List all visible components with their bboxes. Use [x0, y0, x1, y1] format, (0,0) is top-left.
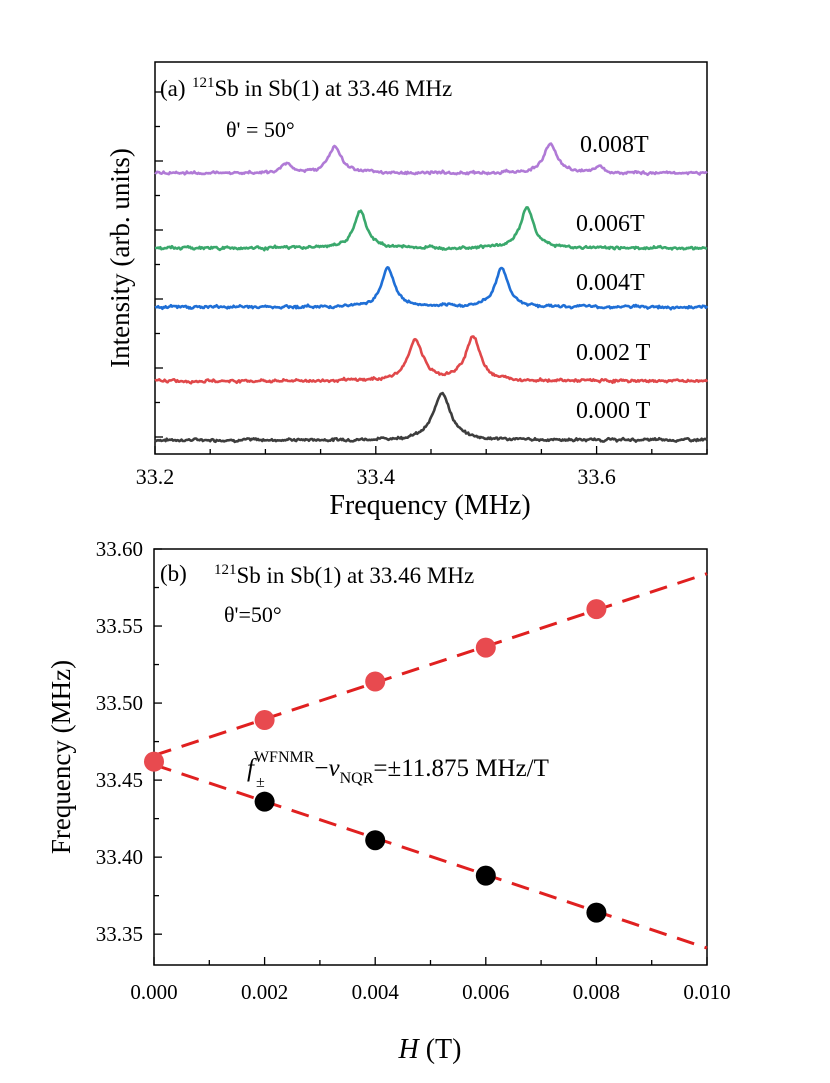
y-tick-label: 33.60	[96, 537, 143, 561]
series-label-0.002: 0.002 T	[576, 340, 651, 366]
panel-a-traces	[154, 142, 709, 444]
x-tick-label: 0.000	[130, 980, 177, 1004]
lower-data-point	[475, 865, 496, 886]
panel-b-points	[144, 599, 607, 923]
lower-data-point	[365, 830, 386, 851]
panel-a-y-axis-label: Intensity (arb. units)	[105, 148, 135, 368]
series-label-0.006: 0.006T	[576, 211, 645, 237]
panel-a-x-axis: 33.2 33.4 33.6	[136, 446, 708, 489]
x-tick-label: 33.2	[136, 464, 175, 489]
spectrum-trace	[154, 391, 708, 444]
upper-data-point	[365, 671, 386, 692]
x-tick-label: 0.004	[352, 980, 400, 1004]
panel-b-x-axis-label-unit: (T)	[419, 1034, 462, 1065]
upper-data-point	[254, 710, 275, 731]
panel-b-title-main: Sb in Sb(1) at 33.46 MHz	[237, 563, 475, 588]
y-tick-label: 33.45	[96, 768, 143, 792]
panel-a-title-main: Sb in Sb(1) at 33.46 MHz	[215, 76, 453, 101]
panel-b-title: 121Sb in Sb(1) at 33.46 MHz	[214, 562, 474, 588]
annotation-minus: −	[314, 755, 328, 782]
y-tick-label: 33.50	[96, 691, 143, 715]
series-label-0.008: 0.008T	[580, 132, 649, 158]
panel-a-angle-label: θ' = 50°	[226, 117, 295, 142]
panel-a: 33.2 33.4 33.6 (a) 121Sb in Sb(1) at 33.46…	[105, 61, 709, 521]
panel-b-angle-label: θ'=50°	[224, 602, 282, 627]
spectrum-trace	[154, 206, 708, 252]
x-tick-label: 0.008	[573, 980, 620, 1004]
spectrum-trace	[154, 142, 708, 177]
panel-a-label: (a)	[160, 76, 186, 101]
annotation-rest: =±11.875 MHz/T	[373, 755, 549, 782]
lower-data-point	[254, 791, 275, 812]
y-tick-label: 33.35	[96, 922, 143, 946]
upper-data-point	[586, 599, 607, 620]
annotation-nu: ν	[329, 755, 341, 782]
annotation-f-sup: WFNMR	[254, 749, 315, 766]
spectrum-trace	[154, 335, 709, 385]
x-tick-label: 0.010	[683, 980, 730, 1004]
upper-data-point	[144, 751, 164, 772]
panel-b-title-isotope: 121	[214, 562, 237, 578]
x-tick-label: 33.6	[577, 464, 616, 489]
upper-fit-line	[153, 572, 708, 757]
panel-b-fit-lines	[153, 572, 708, 950]
panel-b-x-axis: 0.000 0.002 0.004 0.006 0.008 0.010	[130, 957, 731, 1004]
panel-b-x-axis-label: H (T)	[398, 1034, 462, 1065]
y-tick-label: 33.40	[96, 845, 143, 869]
annotation-f: f	[247, 755, 257, 782]
upper-data-point	[475, 637, 496, 658]
panel-a-title-isotope: 121	[192, 75, 215, 91]
series-label-0.000: 0.000 T	[576, 398, 651, 424]
lower-data-point	[586, 902, 607, 923]
panel-a-title: 121Sb in Sb(1) at 33.46 MHz	[192, 75, 452, 101]
x-tick-label: 33.4	[357, 464, 396, 489]
y-tick-label: 33.55	[96, 614, 143, 638]
lower-fit-line	[153, 763, 708, 950]
series-label-0.004: 0.004T	[576, 270, 645, 296]
panel-b: 0.000 0.002 0.004 0.006 0.008 0.010 33.35 33.4…	[46, 537, 731, 1065]
annotation-nu-sub: NQR	[340, 770, 374, 787]
panel-a-x-axis-label: Frequency (MHz)	[329, 490, 530, 521]
panel-a-y-ticks	[155, 91, 163, 438]
panel-b-label: (b)	[160, 561, 187, 586]
annotation-f-sub: ±	[256, 774, 265, 791]
panel-b-y-axis: 33.35 33.40 33.45 33.50 33.55 33.60	[96, 537, 162, 946]
x-tick-label: 0.006	[462, 980, 509, 1004]
spectrum-trace	[154, 265, 709, 311]
x-tick-label: 0.002	[241, 980, 288, 1004]
panel-b-x-axis-label-symbol: H	[398, 1034, 421, 1065]
panel-b-annotation: fWFNMR−νNQR=±11.875 MHz/T	[247, 749, 549, 787]
panel-b-y-axis-label: Frequency (MHz)	[46, 660, 76, 854]
